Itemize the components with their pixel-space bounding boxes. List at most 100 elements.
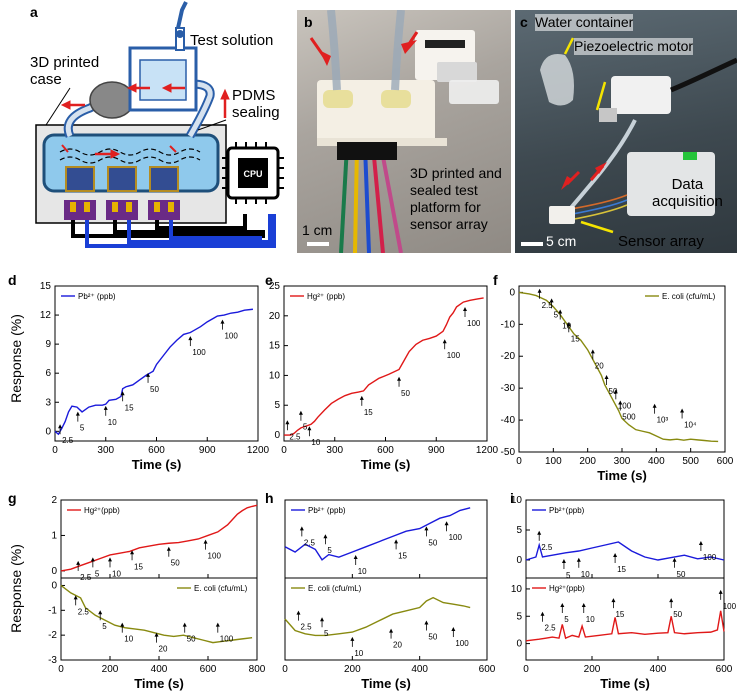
y-tick-label: 10	[511, 584, 523, 595]
annotation-arrowhead	[451, 627, 456, 632]
legend-entry: Pb²⁺ (ppb)	[78, 292, 116, 301]
annotation-arrowhead	[444, 521, 449, 526]
annotation-label: 2.5	[542, 301, 554, 310]
legend-entry: Pb²⁺ (ppb)	[308, 506, 346, 515]
panel-label-d: d	[8, 272, 17, 288]
annotation-arrowhead	[442, 339, 447, 344]
annotation-label: 2.5	[304, 538, 316, 547]
annotation-label: 2.5	[541, 543, 553, 552]
panel-label-h: h	[265, 490, 274, 506]
annotation-arrowhead	[298, 410, 303, 415]
annotation-arrowhead	[299, 526, 304, 531]
legend-entry: E. coli (cfu/mL)	[662, 292, 716, 301]
x-tick-label: 400	[648, 456, 665, 467]
annotation-label: 5	[566, 571, 571, 580]
x-axis-label: Time (s)	[134, 676, 184, 691]
x-tick-label: 400	[650, 664, 667, 675]
annotation-arrowhead	[581, 602, 586, 607]
y-axis-label-top: Response (%)	[7, 314, 24, 403]
y-tick-label: 9	[45, 339, 51, 350]
annotation-arrowhead	[549, 298, 554, 303]
chart-h-bottom: 0 200 400 600 Time (s) E. coli (cfu/mL) 2.5 5 10…	[282, 577, 496, 691]
label-test-solution: Test solution	[190, 32, 274, 49]
x-tick-label: 900	[199, 445, 216, 456]
annotation-arrowhead	[120, 391, 125, 396]
sensor-chip-1	[65, 166, 95, 192]
annotation-label: 100	[224, 332, 238, 341]
y-tick-label: 12	[40, 310, 52, 321]
x-tick-label: 600	[377, 445, 394, 456]
x-tick-label: 1200	[247, 445, 270, 456]
x-axis-label: Time (s)	[600, 676, 650, 691]
annotation-label: 2.5	[78, 607, 90, 616]
annotation-arrowhead	[463, 307, 468, 311]
annotation-label: 10	[586, 615, 595, 624]
annotation-arrowhead	[130, 550, 135, 555]
annotation-label: 50	[150, 385, 159, 394]
annotation-label: 2.5	[62, 436, 74, 445]
y-tick-label: 10	[511, 495, 523, 506]
y-tick-label: 0	[516, 555, 522, 566]
flow-wave-2	[59, 156, 201, 164]
chart-g-bottom: 0 200 400 600 800 -3 -2 -1 0 Time (s) E. coli (cfu…	[48, 577, 266, 691]
x-tick-label: 0	[281, 445, 287, 456]
annotation-label: 15	[617, 565, 626, 574]
annotation-arrowhead	[558, 309, 563, 314]
y-tick-label: 25	[269, 281, 281, 292]
annotation-label: 5	[564, 615, 569, 624]
annotation-arrowhead	[537, 288, 542, 293]
photo-b-caption: 3D printed and sealed test platform for …	[410, 165, 502, 232]
annotation-label: 2.5	[545, 624, 557, 633]
x-axis-label: Time (s)	[132, 457, 182, 472]
annotation-label: 100	[220, 635, 234, 644]
chart-i-bottom: 0 200 400 600 0 5 10 Time (s) Hg²⁺(ppb) 2.5 5 10 15 5…	[511, 577, 737, 691]
annotation-arrowhead	[203, 539, 208, 544]
panel-label-f: f	[493, 272, 498, 288]
annotation-label: 2.5	[300, 623, 312, 632]
annotation-label: 15	[125, 403, 134, 412]
x-tick-label: 0	[523, 664, 529, 675]
plot-frame	[525, 577, 725, 661]
series-line	[518, 291, 719, 443]
y-tick-label: -3	[48, 655, 57, 666]
label-pdms-sealing: PDMS sealing	[232, 87, 280, 121]
annotation-label: 100	[447, 351, 461, 360]
flow-arrows	[60, 83, 230, 159]
annotation-label: 15	[364, 408, 373, 417]
x-tick-label: 600	[148, 445, 165, 456]
y-tick-label: -10	[501, 319, 516, 330]
annotation-arrowhead	[537, 530, 542, 535]
x-tick-label: 900	[428, 445, 445, 456]
x-tick-label: 0	[516, 456, 522, 467]
annotation-label: 50	[673, 610, 682, 619]
annotation-arrowhead	[389, 628, 394, 633]
legend-entry: Hg²⁺(ppb)	[84, 506, 120, 515]
annotation-label: 15	[134, 562, 143, 571]
y-tick-label: 0	[509, 287, 515, 298]
y-tick-label: 15	[40, 281, 52, 292]
legend-entry: E. coli (cfu/mL)	[308, 584, 362, 593]
panel-label-a: a	[30, 4, 38, 20]
pipette-tip	[176, 1, 188, 29]
y-tick-label: 2	[51, 495, 57, 506]
annotation-label: 100	[703, 553, 717, 562]
y-tick-label: -50	[501, 447, 516, 458]
photo-c-scale-label: 5 cm	[546, 233, 577, 249]
y-tick-label: -2	[48, 630, 57, 641]
annotation-label: 5	[303, 423, 308, 432]
annotation-label: 5	[102, 622, 107, 631]
x-tick-label: 100	[545, 456, 562, 467]
sensor-chip-2	[107, 166, 137, 192]
series-line	[284, 596, 471, 637]
y-tick-label: -20	[501, 351, 516, 362]
x-tick-label: 500	[682, 456, 699, 467]
annotation-label: 100	[723, 602, 737, 611]
series-line	[284, 507, 471, 561]
annotation-label: 2.5	[289, 432, 301, 441]
y-tick-label: 15	[269, 341, 281, 352]
legend-entry: Hg²⁺ (ppb)	[307, 292, 345, 301]
annotation-arrowhead	[611, 598, 616, 603]
legend-entry: Pb²⁺(ppb)	[549, 506, 585, 515]
x-tick-label: 300	[614, 456, 631, 467]
